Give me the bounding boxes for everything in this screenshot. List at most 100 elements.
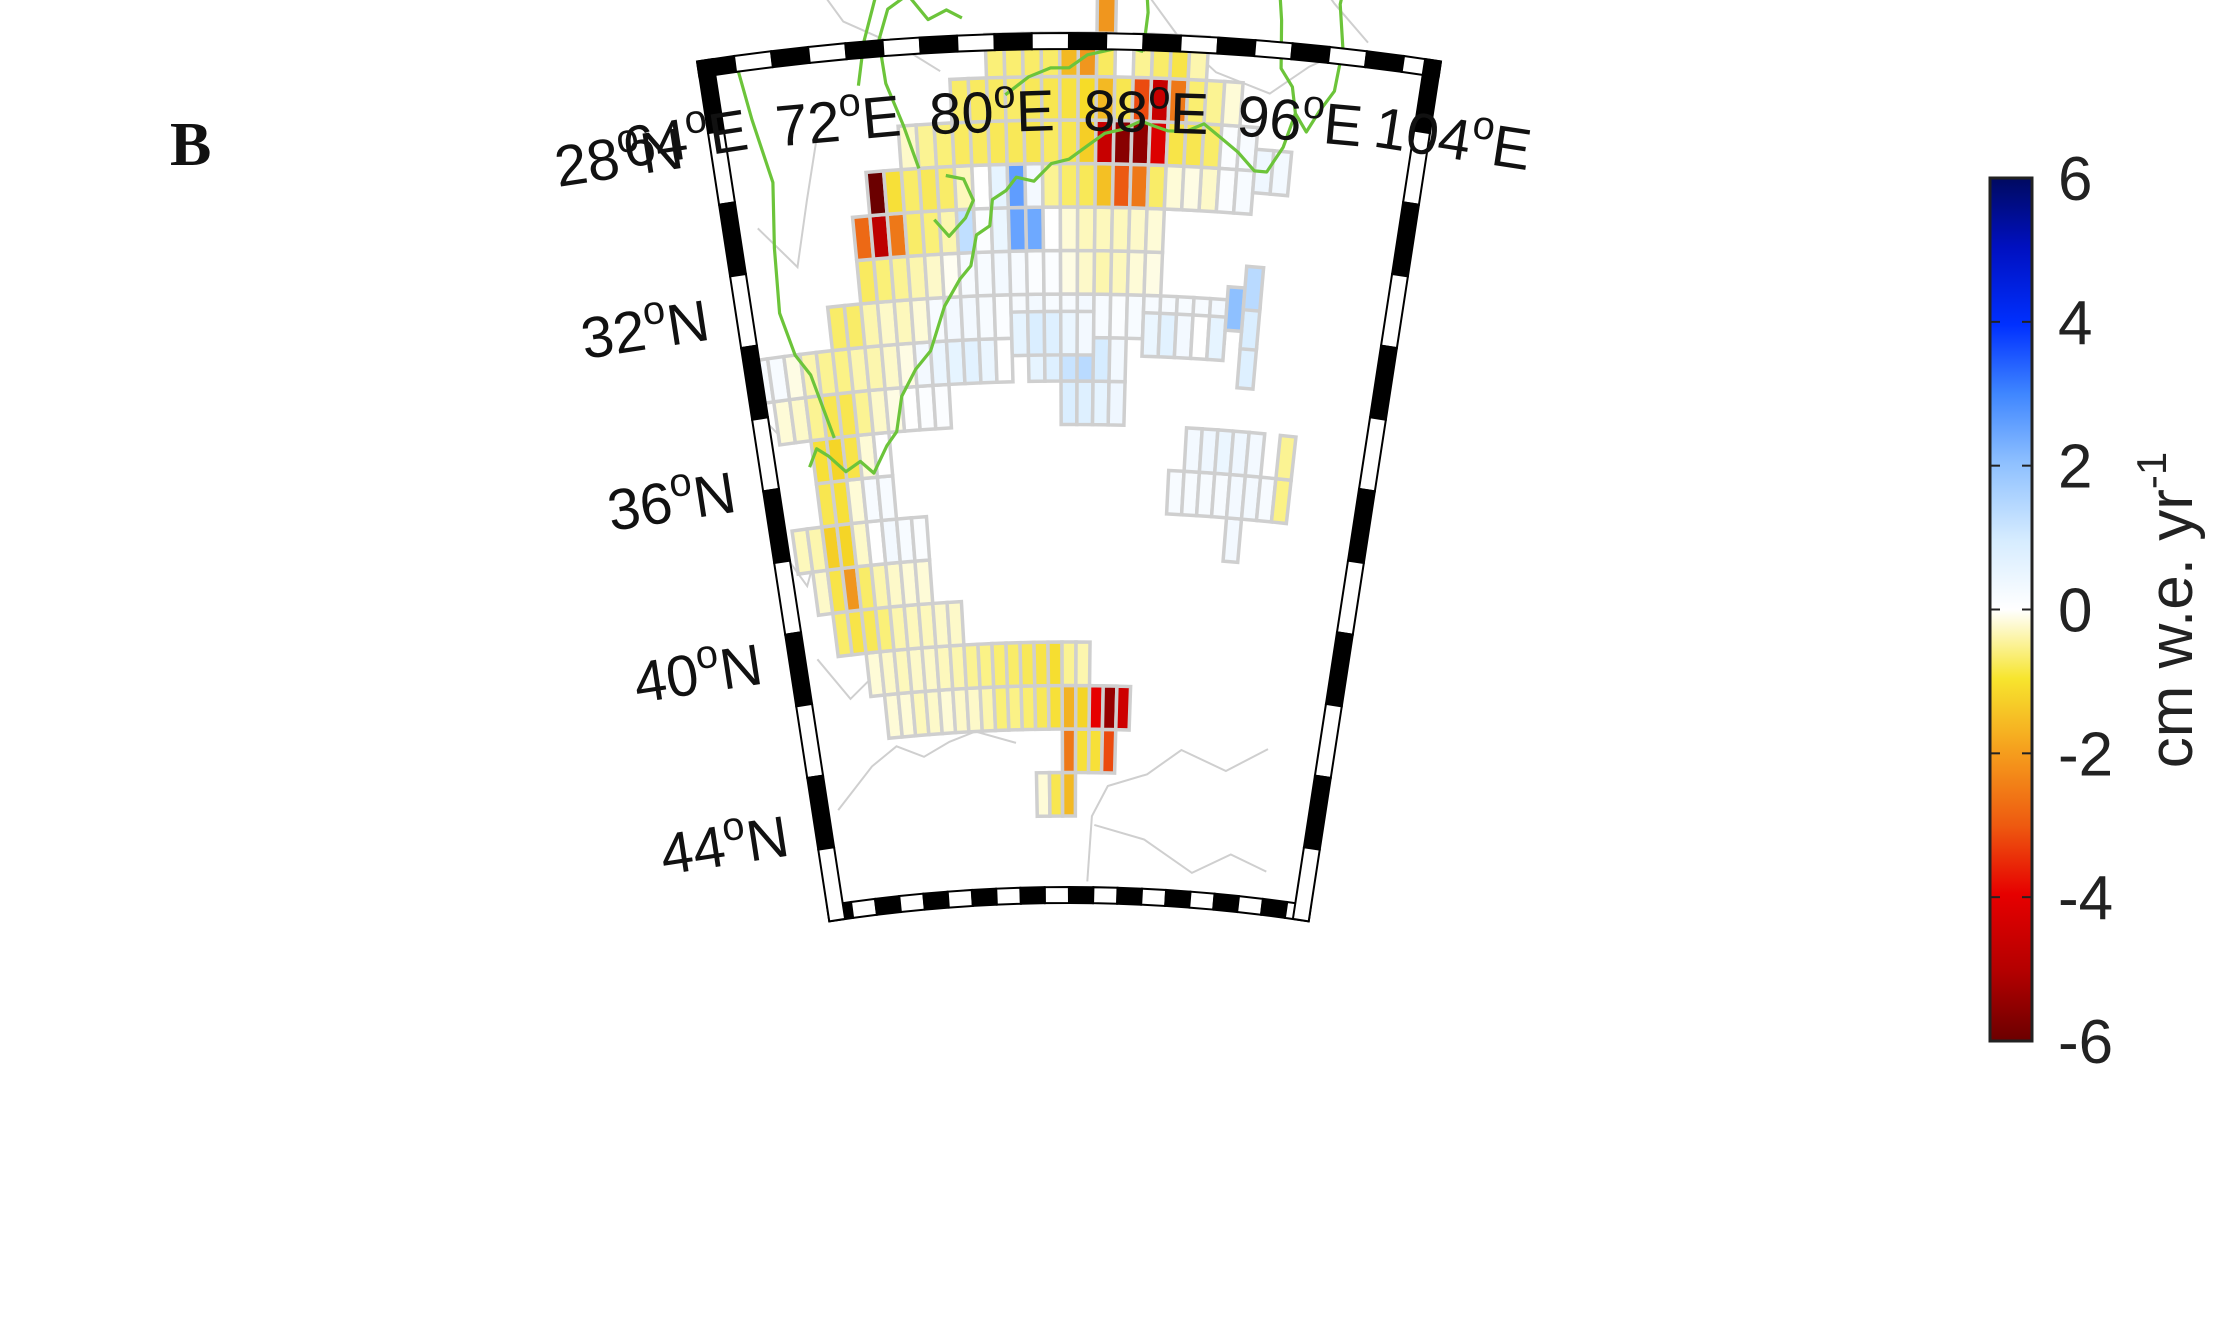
frame-segment: [1363, 50, 1406, 74]
longitude-degree: 96: [1234, 83, 1304, 154]
longitude-hemisphere: E: [859, 83, 903, 151]
grid-cell: [1058, 205, 1080, 253]
grid-cell: [1024, 248, 1046, 297]
longitude-hemisphere: E: [1169, 81, 1210, 147]
latitude-degree: 32: [577, 298, 651, 372]
grid-cell: [1023, 161, 1045, 210]
frame-segment: [1067, 885, 1095, 905]
border-line: [732, 55, 836, 439]
longitude-label: 72oE: [772, 76, 904, 159]
frame-segment: [1259, 897, 1289, 919]
country-boundary-line: [757, 133, 819, 270]
border-line: [877, 0, 963, 169]
longitude-degree-symbol: o: [1148, 73, 1172, 118]
latitude-hemisphere: N: [689, 460, 740, 531]
frame-segment: [1216, 36, 1257, 58]
grid-cell: [1099, 727, 1118, 775]
grid-cell: [931, 382, 954, 431]
border-line: [933, 173, 975, 238]
grid-cell: [1243, 430, 1267, 480]
grid-cell: [1110, 162, 1133, 210]
latitude-label: 32oN: [576, 281, 714, 372]
grid-cell: [1269, 476, 1294, 526]
grid-cell: [989, 206, 1012, 254]
grid-cell: [1095, 0, 1119, 36]
grid-cell: [1041, 248, 1063, 296]
frame-segment: [1092, 886, 1119, 905]
border-line: [808, 0, 1297, 475]
grid-cell: [1075, 161, 1098, 209]
frame-segment: [1142, 33, 1183, 53]
grid-cell: [1142, 249, 1165, 298]
colorbar-tick-label: 4: [2058, 289, 2092, 358]
grid-cell: [1058, 309, 1080, 357]
frame-segment: [1019, 886, 1046, 905]
grid-cell: [1091, 335, 1112, 384]
colorbar-tick-label: -6: [2058, 1008, 2113, 1077]
grid-cell: [1058, 161, 1080, 209]
grid-cell: [945, 599, 966, 648]
frame-segment: [946, 888, 974, 909]
grid-cell: [909, 514, 932, 564]
grid-cell: [1273, 433, 1298, 483]
frame-segment: [732, 50, 775, 74]
grid-cell: [1241, 264, 1266, 313]
longitude-degree: 72: [773, 89, 843, 160]
grid-cell: [1042, 309, 1063, 357]
latitude-degree: 40: [630, 642, 704, 716]
frame-segment: [1043, 885, 1071, 905]
grid-cell: [1025, 309, 1047, 358]
frame-segment: [918, 34, 959, 55]
longitude-degree: 104: [1370, 95, 1476, 174]
grid-cell: [1093, 161, 1115, 210]
colorbar-unit-exponent: -1: [2128, 452, 2175, 489]
grid-cell: [1204, 314, 1228, 363]
grid-cell: [1092, 248, 1114, 297]
frame-segment: [874, 894, 902, 916]
grid-cells-layer: [749, 0, 1298, 819]
latitude-degree: 44: [656, 814, 730, 888]
latitude-label: 40oN: [628, 625, 766, 716]
colorbar: 6 4 2 0 -2 -4 -6 cm w.e. yr-1: [1988, 145, 2206, 1077]
frame-segment: [817, 846, 847, 923]
grid-cell: [1046, 640, 1064, 688]
grid-cell: [1092, 205, 1115, 253]
grid-cell: [1007, 249, 1030, 297]
frame-segment: [898, 892, 926, 914]
frame-segment: [922, 890, 950, 911]
frame-segment: [970, 887, 998, 907]
country-boundary-line: [1094, 823, 1267, 875]
latitude-degree: 28: [550, 126, 624, 200]
frame-segment: [1140, 887, 1168, 907]
latitude-hemisphere: N: [662, 288, 713, 359]
frame-segment: [881, 36, 922, 58]
frame-segment: [849, 897, 879, 919]
frame-segment: [1291, 846, 1321, 923]
colorbar-tick-label: -2: [2058, 720, 2113, 789]
grid-cell: [1060, 683, 1078, 731]
grid-cell: [1075, 248, 1097, 296]
colorbar-ticks: 6 4 2 0 -2 -4 -6: [1990, 145, 2113, 1077]
grid-cell: [1113, 684, 1133, 732]
panel-label: B: [170, 111, 211, 179]
latitude-degree: 36: [603, 470, 677, 544]
grid-cell: [1091, 292, 1113, 340]
longitude-degree-symbol: o: [836, 80, 862, 126]
frame-segment: [1290, 42, 1331, 64]
grid-cell: [1268, 148, 1294, 198]
frame-segment: [955, 33, 996, 53]
frame-segment: [1067, 31, 1108, 51]
colorbar-tick-label: -4: [2058, 864, 2113, 933]
grid-cell: [1060, 727, 1078, 775]
grid-cell: [1041, 205, 1063, 253]
grid-cell: [1075, 309, 1096, 357]
frame-segment: [1179, 34, 1220, 55]
grid-cell: [1220, 79, 1245, 129]
grid-cell: [1058, 118, 1080, 166]
grid-cell: [1058, 74, 1080, 122]
grid-cell: [1059, 379, 1079, 427]
grid-cell: [1106, 379, 1127, 428]
grid-cell: [1075, 205, 1097, 253]
